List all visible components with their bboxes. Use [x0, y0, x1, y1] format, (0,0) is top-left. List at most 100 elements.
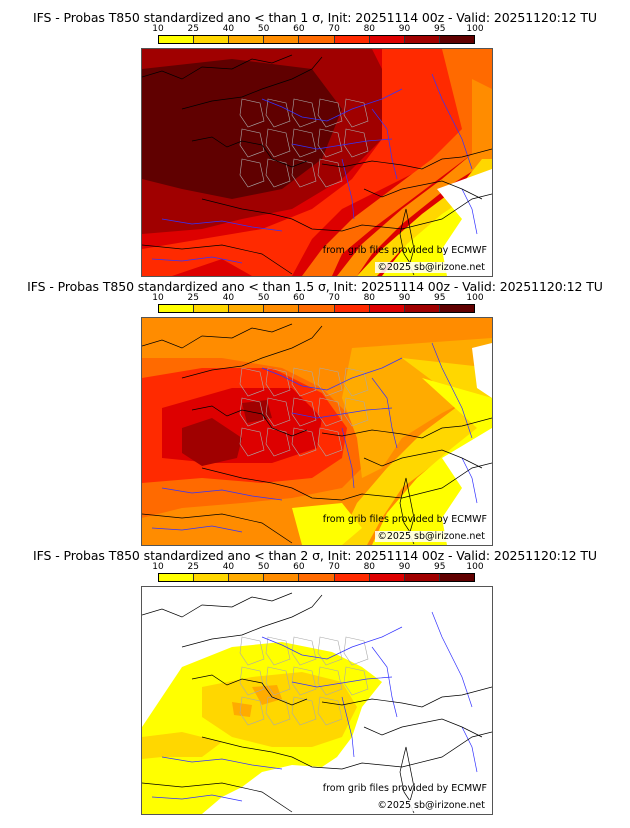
source-credit: from grib files provided by ECMWF: [322, 783, 487, 794]
admin-border: [239, 98, 265, 128]
admin-border: [291, 427, 317, 457]
coastline: [142, 54, 293, 80]
probability-map: from grib files provided by ECMWF ©2025 …: [141, 48, 493, 277]
admin-border: [291, 696, 317, 726]
coastline: [399, 746, 415, 802]
tick-label: 25: [187, 562, 199, 572]
coastline: [399, 208, 415, 264]
river: [461, 726, 478, 773]
coastline: [321, 148, 492, 170]
admin-border: [291, 397, 317, 427]
coastline: [181, 594, 323, 648]
river: [431, 342, 473, 439]
admin-border: [239, 696, 265, 726]
tick-label: 40: [222, 24, 235, 34]
tick-label: 95: [434, 24, 446, 34]
coastlines: [142, 592, 492, 814]
admin-border: [265, 427, 291, 457]
coastline: [142, 323, 293, 349]
probability-map: from grib files provided by ECMWF ©2025 …: [141, 317, 493, 546]
river: [161, 218, 283, 232]
admin-border: [239, 397, 265, 427]
river: [341, 427, 355, 489]
admin-border: [239, 427, 265, 457]
colorbar-segment: [404, 36, 440, 43]
colorbar-segment: [404, 305, 440, 312]
tick-label: 40: [222, 562, 235, 572]
colorbar-segment: [194, 36, 230, 43]
colorbar-segment: [334, 36, 370, 43]
colorbar: [158, 35, 475, 44]
source-credit: from grib files provided by ECMWF: [322, 245, 487, 256]
admin-border: [239, 636, 265, 666]
admin-border: [317, 367, 343, 397]
rivers: [151, 611, 478, 802]
admin-border: [239, 128, 265, 158]
probability-field: [142, 318, 492, 545]
river: [291, 407, 393, 419]
colorbar-segment: [299, 36, 335, 43]
colorbar-segment: [299, 574, 335, 581]
copyright: ©2025 sb@irizone.net: [375, 531, 487, 542]
panel-title: IFS - Probas T850 standardized ano < tha…: [33, 548, 597, 563]
coastline: [142, 782, 293, 813]
tick-label: 80: [363, 24, 376, 34]
colorbar-segment: [439, 36, 474, 43]
admin-border: [343, 397, 369, 427]
tick-label: 10: [152, 562, 164, 572]
tick-label: 50: [257, 293, 270, 303]
admin-border: [291, 158, 317, 188]
tick-label: 25: [187, 293, 199, 303]
river: [371, 108, 398, 180]
tick-label: 90: [398, 293, 411, 303]
panel-title: IFS - Probas T850 standardized ano < tha…: [33, 10, 597, 25]
colorbar-segment: [404, 574, 440, 581]
colorbar-segment: [194, 574, 230, 581]
tick-label: 95: [434, 562, 446, 572]
river: [151, 256, 243, 264]
tick-label: 100: [466, 562, 484, 572]
tick-label: 25: [187, 24, 199, 34]
admin-border: [239, 367, 265, 397]
probability-field: [142, 49, 492, 276]
probability-contour: [302, 49, 492, 276]
probability-contour: [337, 79, 492, 276]
colorbar-segment: [229, 574, 265, 581]
admin-border: [265, 397, 291, 427]
admin-border: [343, 128, 369, 158]
admin-border: [317, 696, 343, 726]
river: [461, 457, 478, 504]
admin-border: [317, 636, 343, 666]
colorbar-segment: [229, 36, 265, 43]
tick-label: 10: [152, 293, 164, 303]
tick-label: 70: [328, 562, 340, 572]
coastline: [191, 136, 308, 168]
tick-label: 70: [328, 293, 340, 303]
river: [161, 756, 283, 770]
tick-label: 80: [363, 293, 376, 303]
tick-label: 95: [434, 293, 446, 303]
colorbar-segment: [439, 574, 474, 581]
colorbar-segment: [334, 305, 370, 312]
coastline: [201, 462, 492, 501]
river: [431, 611, 473, 708]
colorbar-segment: [369, 36, 405, 43]
rivers: [151, 342, 478, 533]
coastline: [191, 405, 308, 437]
colorbar-segment: [334, 574, 370, 581]
tick-label: 90: [398, 562, 411, 572]
admin-border: [265, 98, 291, 128]
admin-border: [239, 666, 265, 696]
tick-label: 50: [257, 562, 270, 572]
copyright: ©2025 sb@irizone.net: [375, 800, 487, 811]
colorbar: [158, 304, 475, 313]
river: [341, 158, 355, 220]
river: [461, 188, 478, 235]
colorbar-segment: [264, 36, 300, 43]
admin-border: [317, 427, 343, 457]
coastline: [142, 244, 293, 275]
tick-label: 60: [293, 562, 305, 572]
tick-label: 60: [293, 24, 305, 34]
coastline: [181, 325, 323, 379]
